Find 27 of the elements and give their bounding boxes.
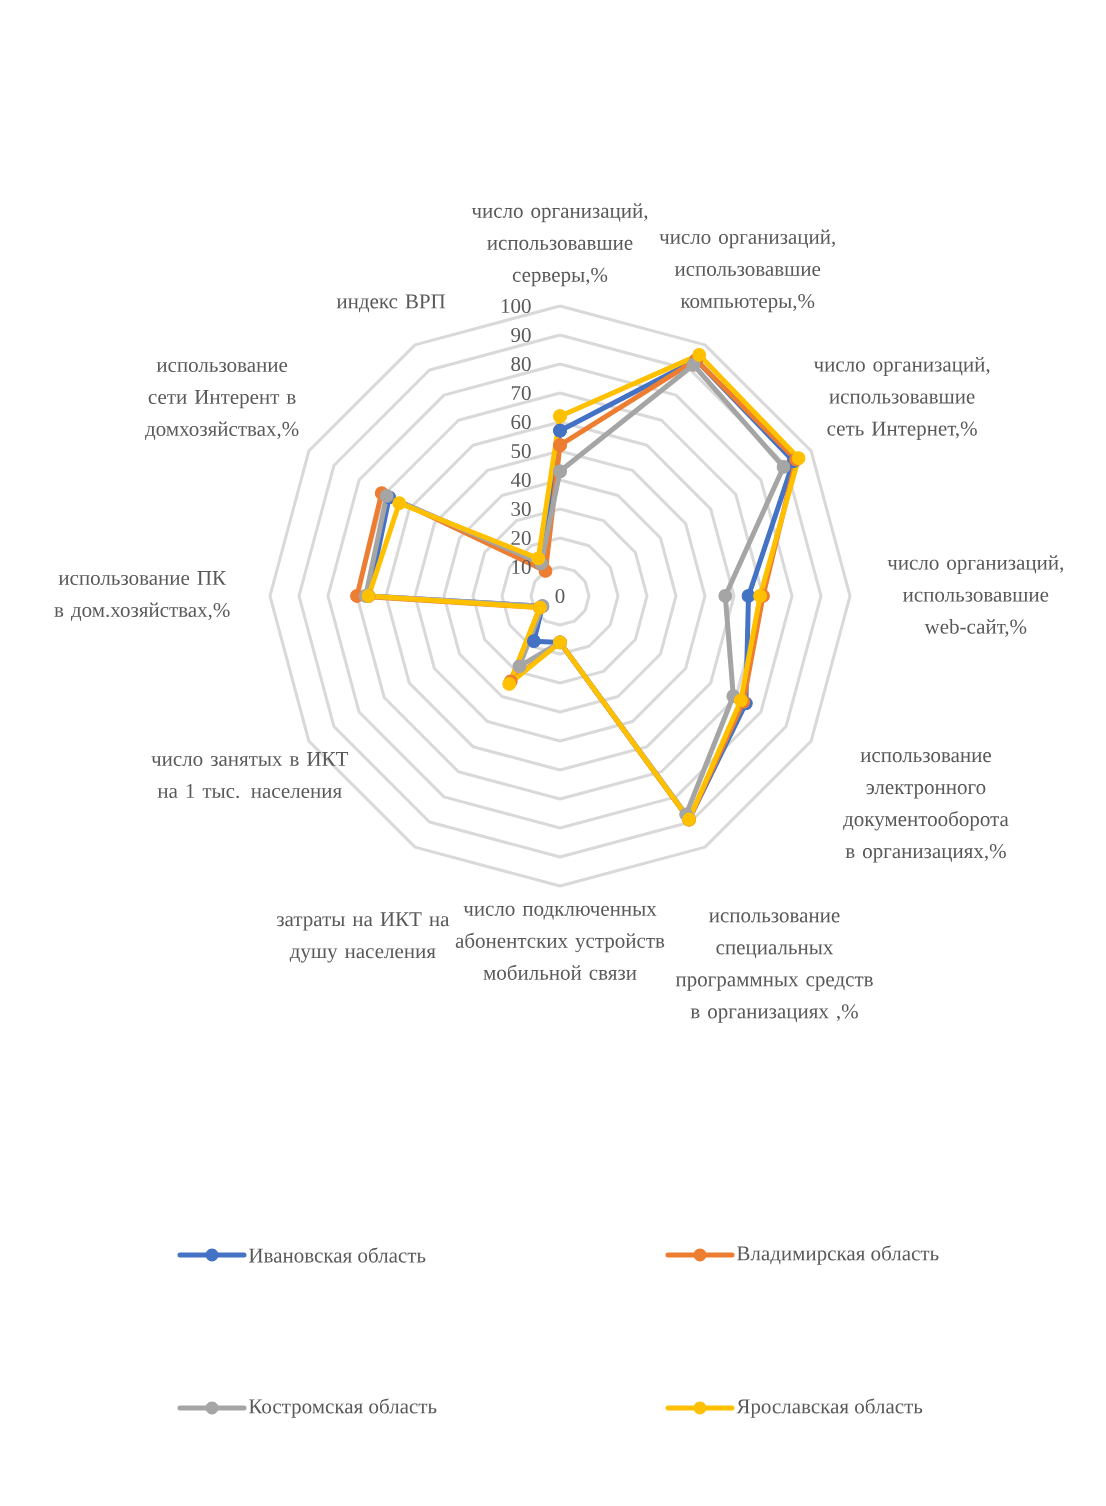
spoke-label: число подключенных абонентских устройств мобильной связи — [455, 905, 665, 980]
legend-label: Владимирская область — [737, 1245, 939, 1265]
y-tick-label: 70 — [511, 385, 531, 401]
spoke-label: число организаций, использовавшие сеть Интернет,% — [813, 357, 990, 440]
y-tick-label: 80 — [511, 356, 531, 372]
spoke-label: использование электронного документооборота в организациях,% — [843, 752, 1009, 863]
y-tick-label: 30 — [511, 501, 531, 517]
spoke-label: число занятых в ИКТ на 1 тыс. населения — [151, 752, 349, 799]
spoke-label: индекс ВРП — [336, 294, 446, 313]
y-tick-label: 10 — [512, 559, 531, 575]
y-tick-label: 100 — [501, 298, 531, 314]
y-tick-label: 90 — [511, 327, 531, 343]
y-tick-label: 0 — [555, 588, 565, 604]
legend-label: Ивановская область — [249, 1247, 426, 1263]
y-tick-label: 50 — [511, 443, 531, 459]
spoke-label: использование ПК в дом.хозяйствах,% — [54, 571, 230, 621]
y-tick-label: 60 — [511, 414, 531, 430]
y-tick-label: 20 — [511, 530, 531, 546]
spoke-label: использование сети Интерент в домхозяйствах,% — [145, 361, 299, 440]
legend-label: Ярославская область — [736, 1398, 923, 1418]
y-tick-label: 40 — [510, 472, 531, 488]
spoke-label: затраты на ИКТ на душу населения — [276, 912, 450, 963]
spoke-label: число организаций, использовавшие web-сайт,% — [887, 555, 1063, 637]
spoke-label: число организаций, использовавшие компьютеры,% — [659, 229, 835, 313]
spoke-label: число организаций, использовавшие серверы,% — [471, 203, 648, 287]
legend-label: Костромская область — [249, 1398, 437, 1418]
spoke-label: использование специальных программных средств в организациях ,% — [675, 912, 873, 1023]
